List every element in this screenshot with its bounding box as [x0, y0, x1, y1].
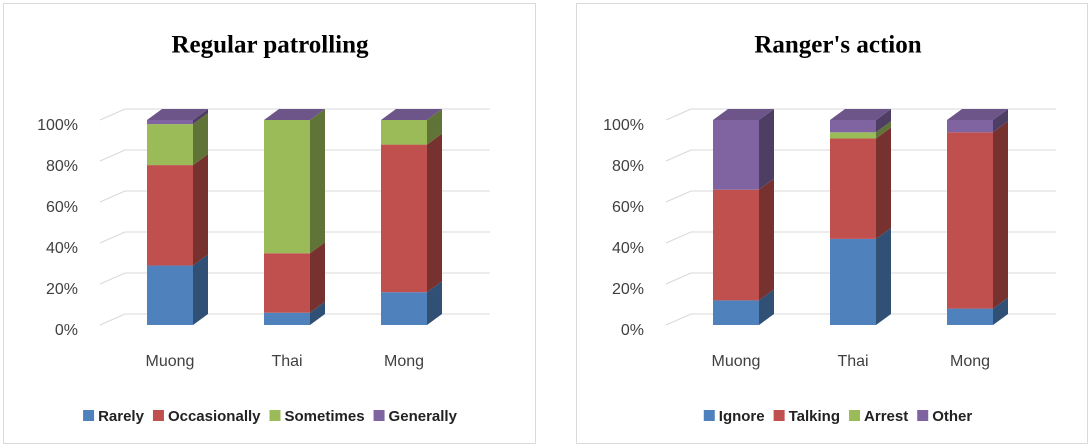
bar-segment: [147, 265, 193, 325]
y-tick-label: 40%: [612, 240, 644, 257]
bar-top: [381, 109, 442, 120]
legend-swatch: [152, 410, 164, 421]
bar-top: [264, 109, 325, 120]
bar-side: [876, 127, 891, 239]
grid-line-depth: [99, 190, 126, 203]
y-tick-label: 40%: [46, 240, 78, 257]
bar-segment: [381, 120, 427, 145]
bar-segment: [713, 300, 759, 325]
bar-segment: [381, 292, 427, 325]
x-tick-label: Mong: [950, 353, 990, 370]
bar-top: [830, 109, 891, 120]
y-tick-label: 80%: [46, 158, 78, 175]
y-tick-label: 60%: [612, 199, 644, 216]
chart-title: Regular patrolling: [171, 32, 369, 59]
bar-side: [759, 178, 774, 301]
grid-line-depth: [99, 231, 126, 244]
x-tick-label: Thai: [837, 353, 868, 370]
y-tick-label: 80%: [612, 158, 644, 175]
bar-segment: [830, 132, 876, 139]
bar-side: [876, 109, 891, 133]
bar-side: [193, 109, 208, 125]
legend: Rarely Occasionally Sometimes Generally: [83, 408, 458, 425]
bar-segment: [264, 120, 310, 254]
legend-label: Arrest: [864, 408, 908, 425]
grid-line-depth: [665, 272, 692, 285]
grid-line-depth: [665, 190, 692, 203]
grid-line-depth: [665, 149, 692, 162]
legend-swatch: [373, 410, 385, 421]
x-tick-label: Muong: [146, 353, 195, 370]
bar-side: [193, 113, 208, 166]
chart-title: Ranger's action: [754, 32, 921, 59]
grid-line-depth: [665, 108, 692, 121]
legend-label: Rarely: [98, 408, 145, 425]
bar-side: [427, 109, 442, 145]
legend-swatch: [773, 410, 785, 421]
y-tick-label: 20%: [612, 281, 644, 298]
legend-label: Talking: [789, 408, 840, 425]
bar-segment: [947, 120, 993, 133]
grid-line-depth: [99, 272, 126, 285]
bar-side: [876, 227, 891, 325]
legend-label: Other: [932, 408, 972, 425]
bar-side: [759, 109, 774, 190]
bar-segment: [264, 253, 310, 313]
x-tick-label: Mong: [384, 353, 424, 370]
bar-side: [310, 109, 325, 254]
bar-segment: [830, 238, 876, 325]
legend-swatch: [703, 410, 715, 421]
legend-swatch: [83, 410, 95, 421]
legend: Ignore Talking Arrest Other: [703, 408, 972, 425]
grid-line-depth: [665, 231, 692, 244]
legend-label: Sometimes: [285, 408, 365, 425]
bar-segment: [381, 144, 427, 293]
bar-side: [876, 121, 891, 139]
bar-side: [427, 133, 442, 293]
bar-segment: [147, 165, 193, 266]
bar-segment: [264, 312, 310, 325]
legend-swatch: [269, 410, 281, 421]
bar-segment: [147, 124, 193, 166]
bar-top: [147, 109, 208, 120]
bar-top: [947, 109, 1008, 120]
legend-swatch: [849, 410, 861, 421]
legend-swatch: [917, 410, 929, 421]
bar-side: [993, 109, 1008, 133]
bar-segment: [147, 120, 193, 125]
y-tick-label: 20%: [46, 281, 78, 298]
legend-label: Generally: [389, 408, 458, 425]
bar-top: [713, 109, 774, 120]
bar-side: [193, 154, 208, 266]
y-tick-label: 60%: [46, 199, 78, 216]
y-tick-label: 0%: [621, 322, 644, 339]
y-tick-label: 100%: [37, 117, 78, 134]
bar-side: [427, 281, 442, 325]
bar-side: [193, 254, 208, 325]
bar-segment: [947, 132, 993, 309]
bar-side: [310, 301, 325, 325]
bar-segment: [830, 138, 876, 239]
grid-line-depth: [99, 108, 126, 121]
bar-side: [993, 297, 1008, 325]
bar-side: [310, 242, 325, 313]
legend-label: Occasionally: [168, 408, 261, 425]
grid-line-depth: [99, 149, 126, 162]
bar-segment: [713, 189, 759, 301]
legend-label: Ignore: [719, 408, 765, 425]
y-tick-label: 100%: [603, 117, 644, 134]
bar-side: [759, 289, 774, 325]
grid-line-depth: [665, 313, 692, 326]
bar-segment: [713, 120, 759, 190]
x-tick-label: Thai: [271, 353, 302, 370]
bar-segment: [947, 308, 993, 325]
y-tick-label: 0%: [55, 322, 78, 339]
bar-segment: [830, 120, 876, 133]
bar-side: [993, 121, 1008, 309]
grid-line-depth: [99, 313, 126, 326]
x-tick-label: Muong: [712, 353, 761, 370]
